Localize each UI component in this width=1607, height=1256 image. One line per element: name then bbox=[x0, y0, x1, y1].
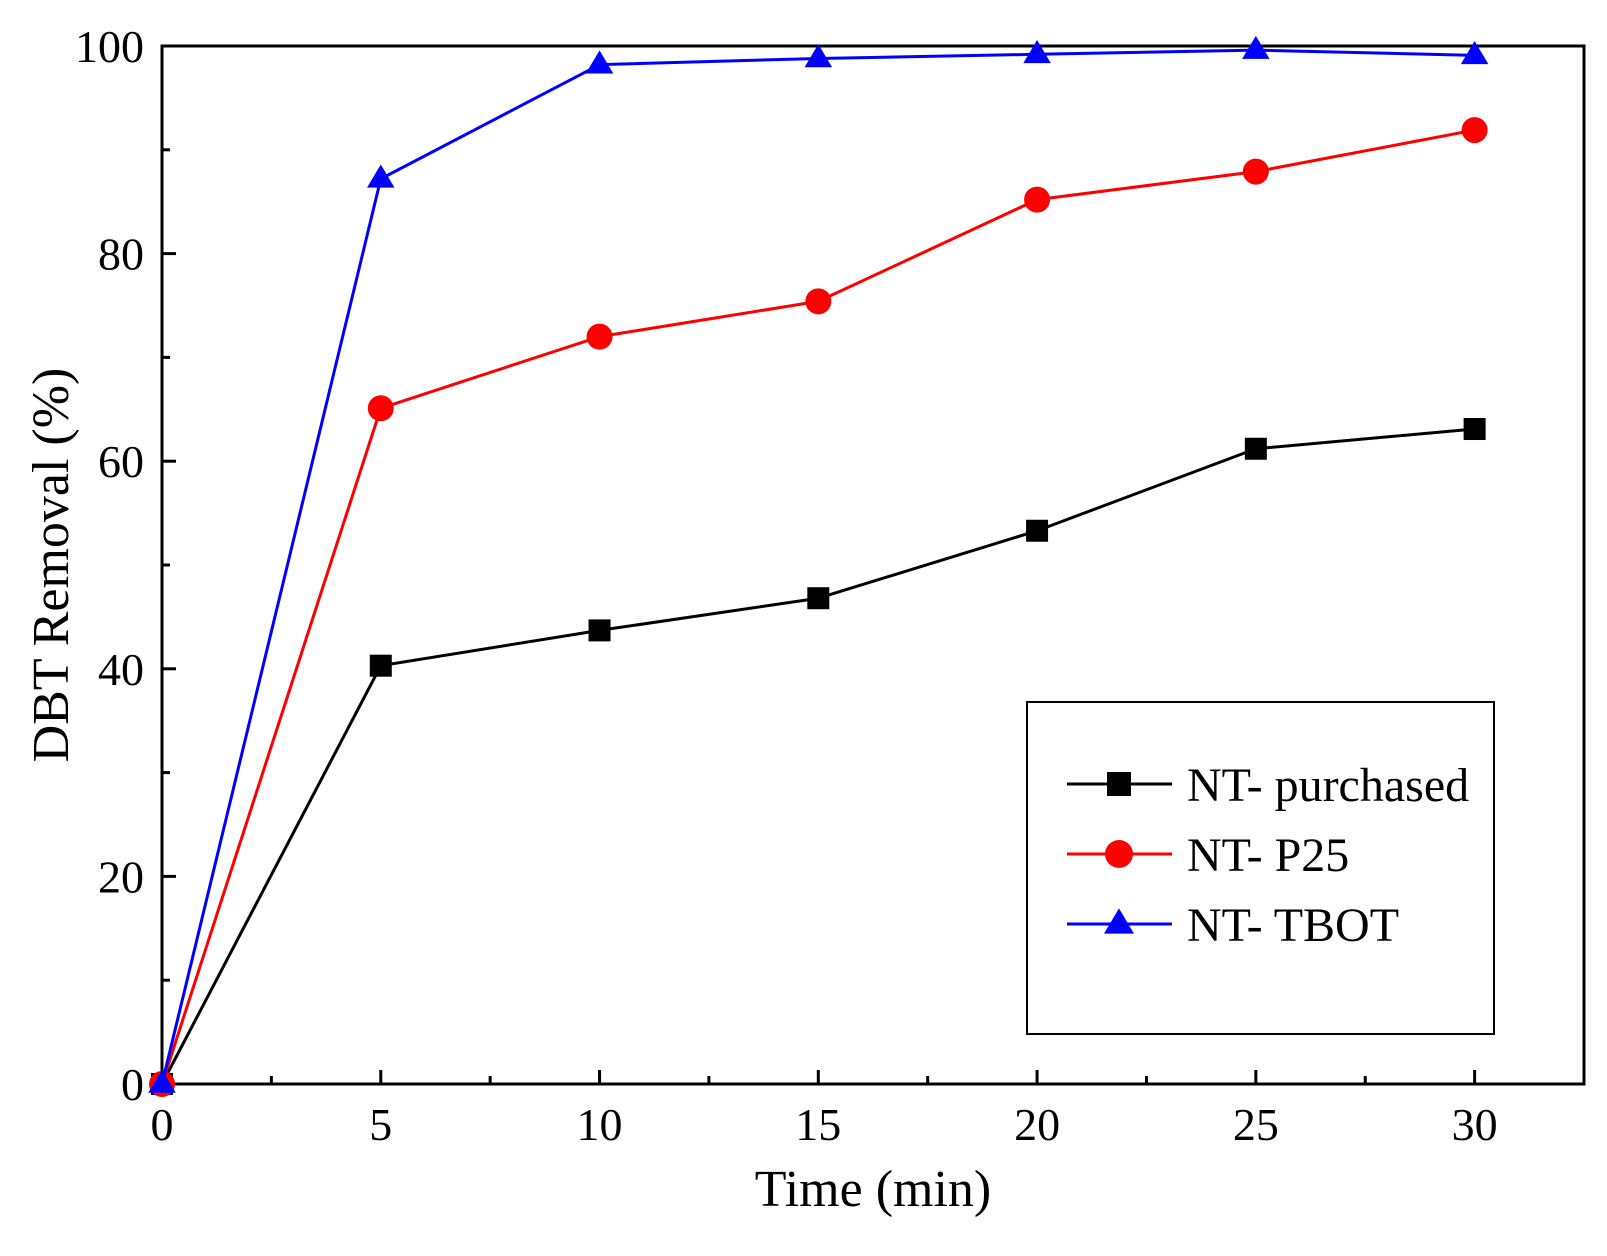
data-point bbox=[1242, 158, 1269, 185]
x-tick-label: 30 bbox=[1452, 1099, 1498, 1150]
data-point bbox=[1244, 437, 1267, 460]
data-point bbox=[1463, 418, 1486, 441]
y-tick-label: 20 bbox=[98, 851, 144, 902]
data-point bbox=[1461, 117, 1488, 144]
legend-label: NT- TBOT bbox=[1187, 899, 1399, 952]
data-point bbox=[367, 164, 395, 188]
data-point bbox=[585, 50, 614, 74]
y-axis-title: DBT Removal (%) bbox=[23, 368, 80, 763]
data-point bbox=[148, 1069, 176, 1093]
x-tick-label: 15 bbox=[795, 1099, 841, 1150]
x-axis-title: Time (min) bbox=[755, 1161, 991, 1218]
y-tick-label: 80 bbox=[98, 229, 144, 280]
legend-marker bbox=[1104, 908, 1134, 934]
legend-marker bbox=[1105, 840, 1133, 868]
x-tick-label: 0 bbox=[151, 1099, 174, 1150]
data-point bbox=[804, 44, 833, 68]
y-tick-label: 40 bbox=[98, 644, 144, 695]
data-point bbox=[586, 323, 613, 350]
x-tick-label: 25 bbox=[1233, 1099, 1279, 1150]
x-tick-label: 20 bbox=[1014, 1099, 1060, 1150]
legend-label: NT- P25 bbox=[1187, 829, 1349, 882]
data-point bbox=[588, 619, 611, 642]
legend-marker bbox=[1107, 772, 1131, 796]
data-point bbox=[367, 395, 394, 422]
plot-area: 0 5 10 15 20 25 30 0 20 40 60 80 100 Time (min) DBT Re… bbox=[23, 21, 1586, 1218]
legend-label: NT- purchased bbox=[1187, 759, 1469, 812]
data-point bbox=[1460, 41, 1489, 65]
data-point bbox=[1242, 35, 1270, 59]
data-point bbox=[807, 587, 830, 610]
data-point bbox=[369, 654, 392, 677]
y-tick-label: 60 bbox=[98, 436, 144, 487]
y-tick-label: 100 bbox=[75, 21, 144, 72]
y-tick-label: 0 bbox=[121, 1059, 144, 1110]
data-point bbox=[805, 288, 832, 315]
legend-box bbox=[1026, 701, 1495, 1035]
data-point bbox=[1024, 186, 1051, 213]
data-point bbox=[1026, 519, 1049, 542]
x-tick-label: 5 bbox=[369, 1099, 392, 1150]
x-tick-label: 10 bbox=[577, 1099, 623, 1150]
data-point bbox=[1023, 39, 1051, 64]
